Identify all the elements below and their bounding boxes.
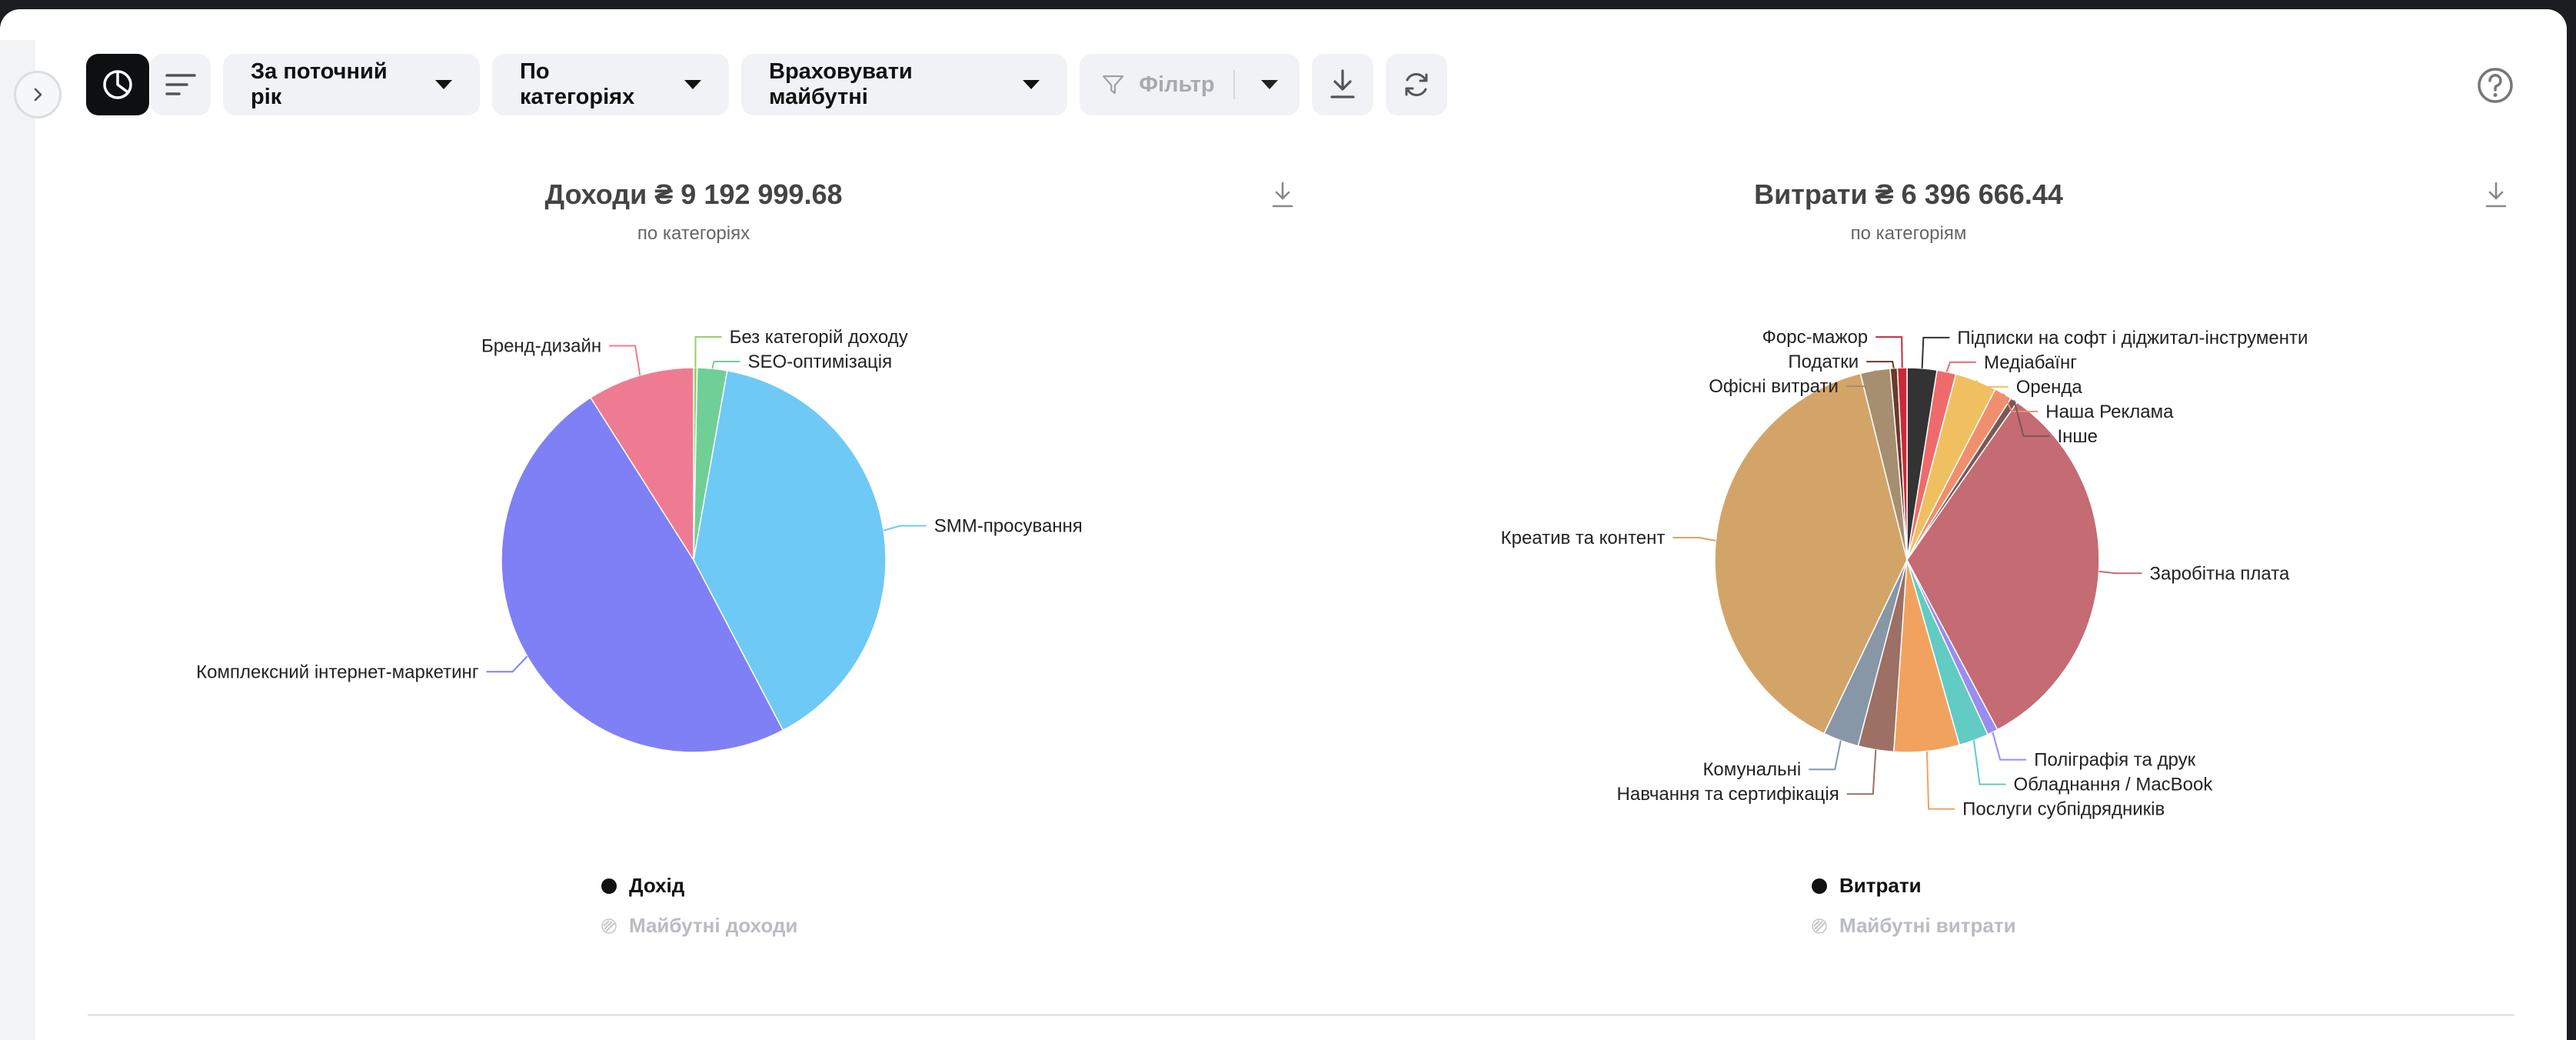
expense-slice-label: Заробітна плата — [2150, 563, 2290, 584]
filter-separator — [1233, 70, 1235, 99]
expense-label-line — [1925, 751, 1955, 810]
expenses-legend-future-label: Майбутні витрати — [1839, 914, 2016, 937]
app-window: За поточний рік По категоріях Враховуват… — [0, 9, 2567, 1040]
future-label: Враховувати майбутні — [769, 59, 913, 109]
legend-dot-icon — [1812, 878, 1827, 894]
period-label: За поточний рік — [251, 59, 388, 109]
legend-dot-icon — [601, 878, 617, 894]
expense-label-line — [1945, 361, 1976, 372]
filter-label: Фільтр — [1139, 72, 1215, 97]
expense-slice-label: Поліграфія та друк — [2034, 750, 2195, 771]
list-icon — [165, 74, 196, 95]
expense-label-line — [1866, 361, 1895, 368]
income-slice-label: SEO-оптимізація — [747, 352, 892, 372]
income-label-line — [486, 655, 528, 673]
hatched-dot-icon — [601, 918, 617, 934]
income-slice[interactable] — [590, 367, 694, 562]
expense-slice[interactable] — [1896, 367, 1908, 561]
expense-slice-label: Оренда — [2016, 377, 2083, 398]
download-icon — [1330, 69, 1355, 98]
filter-icon — [1103, 75, 1124, 95]
expenses-legend-actual-label: Витрати — [1839, 874, 1922, 897]
hatched-dot-icon — [1812, 918, 1827, 934]
pie-charts: Без категорій доходу SEO-оптимізація SMM-п… — [196, 327, 2308, 820]
expense-label-line — [1672, 536, 1716, 542]
expense-slice[interactable] — [1714, 372, 1908, 735]
expense-slice-label: Податки — [1788, 352, 1859, 372]
income-legend-actual[interactable]: Дохід — [601, 874, 684, 898]
pie-view-button[interactable] — [86, 54, 149, 115]
income-slice[interactable] — [501, 396, 784, 753]
expense-label-line — [2013, 400, 2050, 437]
expense-label-line — [1972, 740, 2006, 785]
chevron-right-icon — [34, 88, 42, 102]
refresh-button[interactable] — [1386, 54, 1447, 115]
grouping-label: По категоріях — [520, 59, 635, 109]
expense-label-line — [2098, 570, 2142, 575]
expense-slice-label: Наша Реклама — [2045, 402, 2174, 422]
income-label-line — [694, 336, 722, 368]
expense-slice[interactable] — [1906, 401, 2100, 731]
income-slice-label: Без категорій доходу — [730, 327, 908, 348]
pie-chart-icon — [103, 70, 132, 99]
expense-slice-label: Комунальні — [1702, 759, 1801, 780]
expense-slice-label: Офісні витрати — [1709, 376, 1839, 397]
income-title: Доходи ₴ 9 192 999.68 — [544, 178, 843, 210]
refresh-icon — [1405, 72, 1428, 97]
expense-label-line — [1992, 732, 2027, 761]
expenses-legend-future[interactable]: Майбутні витрати — [1812, 914, 2016, 938]
expenses-download-icon[interactable] — [2484, 180, 2508, 211]
expense-label-line — [2002, 393, 2039, 412]
download-button[interactable] — [1312, 54, 1373, 115]
income-label-line — [883, 525, 927, 532]
expenses-legend-actual[interactable]: Витрати — [1812, 874, 1922, 898]
income-slice-label: SMM-просування — [934, 516, 1083, 537]
expense-slice-label: Послуги субпідрядників — [1962, 799, 2165, 820]
expense-slice-label: Медіабаїнг — [1984, 352, 2077, 373]
expense-label-line — [1975, 380, 2009, 388]
income-slice-label: Бренд-дизайн — [481, 336, 601, 357]
expenses-subtitle: по категоріям — [1850, 223, 1967, 244]
filter-button[interactable]: Фільтр — [1080, 54, 1300, 115]
future-dropdown[interactable]: Враховувати майбутні — [741, 54, 1067, 115]
expense-label-line — [1809, 740, 1842, 771]
caret-down-icon — [1023, 80, 1040, 89]
caret-down-icon — [435, 80, 452, 89]
income-legend-actual-label: Дохід — [629, 874, 685, 897]
expense-slice-label: Форс-мажор — [1762, 327, 1869, 348]
expense-label-line — [1875, 336, 1903, 368]
expand-sidebar-button[interactable] — [14, 71, 62, 118]
help-icon[interactable] — [2476, 66, 2514, 105]
grouping-dropdown[interactable]: По категоріях — [492, 54, 729, 115]
income-legend-future[interactable]: Майбутні доходи — [601, 914, 797, 938]
period-dropdown[interactable]: За поточний рік — [223, 54, 480, 115]
income-download-icon[interactable] — [1270, 180, 1295, 211]
expense-label-line — [1921, 336, 1950, 368]
expenses-title: Витрати ₴ 6 396 666.44 — [1754, 178, 2063, 210]
income-legend-future-label: Майбутні доходи — [629, 914, 798, 937]
expense-slice-label: Підписки на софт і діджитал-інструменти — [1957, 328, 2308, 348]
toolbar: За поточний рік По категоріях Враховуват… — [0, 9, 2567, 132]
list-view-button[interactable] — [151, 54, 211, 115]
section-divider — [88, 1014, 2514, 1016]
left-rail — [0, 40, 35, 1040]
filter-caret-icon[interactable] — [1261, 80, 1278, 89]
income-subtitle: по категоріях — [637, 223, 751, 244]
income-label-line — [711, 361, 741, 369]
expense-slice-label: Інше — [2057, 426, 2098, 447]
expense-label-line — [1846, 749, 1877, 795]
expense-slice-label: Навчання та сертифікація — [1617, 784, 1839, 805]
expense-slice-label: Обладнання / MacBook — [2014, 775, 2214, 795]
income-slice-label: Комплексний інтернет-маркетинг — [196, 662, 479, 682]
expense-slice-label: Креатив та контент — [1501, 528, 1666, 548]
caret-down-icon — [684, 80, 701, 89]
income-label-line — [609, 345, 641, 376]
expense-label-line — [1845, 370, 1876, 388]
